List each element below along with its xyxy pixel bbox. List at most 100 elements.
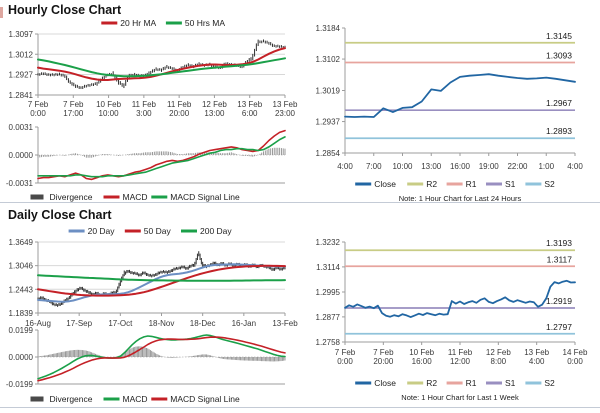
left-edge-artifact <box>0 7 3 18</box>
svg-text:4:00: 4:00 <box>567 162 583 171</box>
svg-text:1.2443: 1.2443 <box>9 285 34 294</box>
svg-text:11 Feb: 11 Feb <box>167 100 192 109</box>
svg-text:7 Feb: 7 Feb <box>373 348 394 357</box>
svg-text:R1: R1 <box>466 378 477 388</box>
svg-text:1.2797: 1.2797 <box>546 322 572 332</box>
svg-text:1.3097: 1.3097 <box>9 30 34 39</box>
svg-text:13 Feb: 13 Feb <box>524 348 549 357</box>
svg-text:MACD: MACD <box>123 394 148 404</box>
svg-text:17:00: 17:00 <box>63 109 84 118</box>
svg-text:16:00: 16:00 <box>412 357 433 366</box>
svg-text:50 Hrs MA: 50 Hrs MA <box>185 18 225 28</box>
svg-text:11 Feb: 11 Feb <box>132 100 157 109</box>
svg-text:S1: S1 <box>505 179 516 189</box>
hourly-chart-title: Hourly Close Chart <box>8 3 122 17</box>
svg-text:1.3102: 1.3102 <box>316 55 341 64</box>
svg-text:1.3093: 1.3093 <box>546 50 572 60</box>
svg-text:1.3012: 1.3012 <box>9 50 34 59</box>
svg-text:1.3114: 1.3114 <box>316 263 340 272</box>
svg-text:50 Day: 50 Day <box>144 226 172 236</box>
svg-text:0:00: 0:00 <box>567 357 583 366</box>
svg-text:0.0000: 0.0000 <box>9 353 34 362</box>
svg-text:Close: Close <box>374 378 396 388</box>
svg-text:Divergence: Divergence <box>50 192 93 202</box>
svg-text:22:00: 22:00 <box>507 162 528 171</box>
svg-text:12 Feb: 12 Feb <box>486 348 511 357</box>
svg-text:1.3046: 1.3046 <box>9 262 34 271</box>
svg-text:MACD Signal Line: MACD Signal Line <box>170 192 240 202</box>
svg-text:R2: R2 <box>426 179 437 189</box>
svg-text:-0.0031: -0.0031 <box>6 179 34 188</box>
svg-text:16:00: 16:00 <box>450 162 471 171</box>
svg-text:11 Feb: 11 Feb <box>448 348 473 357</box>
svg-text:1.3145: 1.3145 <box>546 31 572 41</box>
svg-text:13:00: 13:00 <box>421 162 442 171</box>
svg-text:13 Feb: 13 Feb <box>273 100 298 109</box>
svg-text:1.2927: 1.2927 <box>9 71 34 80</box>
svg-text:3:00: 3:00 <box>136 109 152 118</box>
svg-text:16-Jan: 16-Jan <box>232 319 256 328</box>
svg-text:0:00: 0:00 <box>337 357 353 366</box>
section-divider <box>0 202 600 203</box>
daily-chart-title: Daily Close Chart <box>8 208 112 222</box>
svg-text:8:00: 8:00 <box>491 357 507 366</box>
svg-text:1.1839: 1.1839 <box>9 309 34 318</box>
bottom-divider <box>0 407 600 408</box>
svg-text:1.2758: 1.2758 <box>316 338 341 347</box>
svg-text:S1: S1 <box>505 378 516 388</box>
svg-text:1.3019: 1.3019 <box>316 87 341 96</box>
svg-text:20:00: 20:00 <box>373 357 394 366</box>
svg-text:20 Hr MA: 20 Hr MA <box>120 18 156 28</box>
svg-text:Close: Close <box>374 179 396 189</box>
svg-text:7 Feb: 7 Feb <box>28 100 49 109</box>
svg-text:20 Day: 20 Day <box>88 226 116 236</box>
svg-text:13:00: 13:00 <box>204 109 225 118</box>
svg-text:12 Feb: 12 Feb <box>202 100 227 109</box>
svg-text:6:00: 6:00 <box>242 109 258 118</box>
svg-text:0.0199: 0.0199 <box>9 326 34 335</box>
svg-text:S2: S2 <box>544 179 555 189</box>
svg-text:10 Feb: 10 Feb <box>409 348 434 357</box>
svg-text:1.2967: 1.2967 <box>546 98 572 108</box>
svg-text:20:00: 20:00 <box>169 109 190 118</box>
svg-text:17-Oct: 17-Oct <box>108 319 133 328</box>
svg-text:7 Feb: 7 Feb <box>335 348 356 357</box>
svg-text:S2: S2 <box>544 378 555 388</box>
svg-text:-0.0199: -0.0199 <box>6 380 34 389</box>
svg-text:7:00: 7:00 <box>366 162 382 171</box>
svg-text:1.2995: 1.2995 <box>316 288 341 297</box>
svg-text:1.3649: 1.3649 <box>9 238 34 247</box>
svg-text:18-Nov: 18-Nov <box>149 319 175 328</box>
svg-text:14 Feb: 14 Feb <box>563 348 588 357</box>
svg-text:10:00: 10:00 <box>99 109 120 118</box>
svg-text:10 Feb: 10 Feb <box>96 100 121 109</box>
svg-text:Divergence: Divergence <box>50 394 93 404</box>
svg-text:0.0000: 0.0000 <box>9 151 34 160</box>
svg-text:1.2893: 1.2893 <box>546 126 572 136</box>
svg-text:13 Feb: 13 Feb <box>237 100 262 109</box>
svg-text:Note: 1 Hour Chart for Last 24: Note: 1 Hour Chart for Last 24 Hours <box>399 194 522 203</box>
svg-text:R1: R1 <box>466 179 477 189</box>
svg-text:23:00: 23:00 <box>275 109 296 118</box>
svg-text:0.0031: 0.0031 <box>9 123 34 132</box>
svg-text:1.2919: 1.2919 <box>546 296 572 306</box>
svg-text:1.3193: 1.3193 <box>546 238 572 248</box>
svg-text:MACD Signal Line: MACD Signal Line <box>170 394 240 404</box>
svg-text:Note: 1 Hour Chart for Last 1: Note: 1 Hour Chart for Last 1 Week <box>401 393 519 402</box>
svg-text:0:00: 0:00 <box>30 109 46 118</box>
svg-text:MACD: MACD <box>123 192 148 202</box>
svg-text:R2: R2 <box>426 378 437 388</box>
svg-text:17-Sep: 17-Sep <box>66 319 92 328</box>
svg-text:12:00: 12:00 <box>450 357 471 366</box>
svg-text:4:00: 4:00 <box>529 357 545 366</box>
svg-text:4:00: 4:00 <box>337 162 353 171</box>
svg-text:7 Feb: 7 Feb <box>63 100 84 109</box>
svg-text:1.3117: 1.3117 <box>547 254 573 264</box>
svg-text:1.3232: 1.3232 <box>316 238 341 247</box>
svg-text:18-Dec: 18-Dec <box>190 319 216 328</box>
svg-text:200 Day: 200 Day <box>200 226 232 236</box>
svg-text:1.3184: 1.3184 <box>316 24 341 33</box>
svg-text:1:00: 1:00 <box>538 162 554 171</box>
